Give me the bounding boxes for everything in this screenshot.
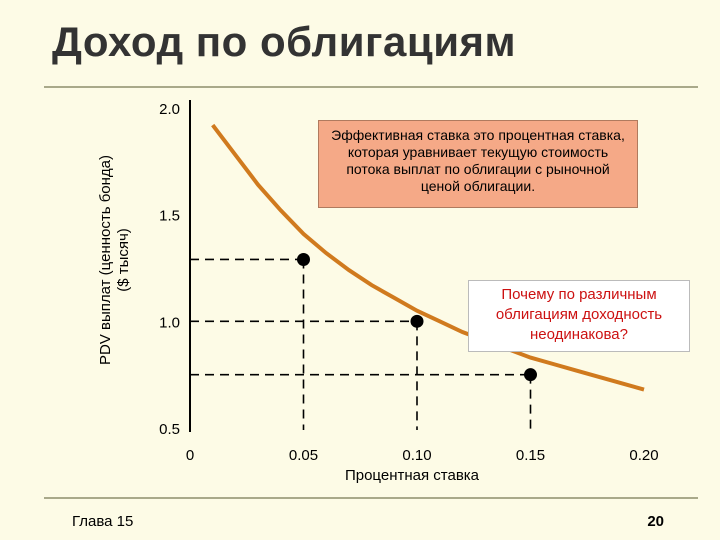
y-axis-label: PDV выплат (ценность бонда) ($ тысяч) <box>97 155 132 365</box>
effective-rate-note: Эффективная ставка это процентная ставка… <box>318 120 638 208</box>
page-number: 20 <box>647 513 664 530</box>
x-tick-label: 0.10 <box>402 447 431 464</box>
x-tick-label: 0.15 <box>516 447 545 464</box>
chapter-label: Глава 15 <box>72 513 134 530</box>
y-tick-label: 2.0 <box>159 101 180 118</box>
data-point <box>410 314 424 328</box>
x-tick-label: 0.05 <box>289 447 318 464</box>
y-tick-label: 0.5 <box>159 421 180 438</box>
highlight-points <box>297 252 537 382</box>
y-axis-label-line1: PDV выплат (ценность бонда) <box>97 155 114 365</box>
yield-question-note: Почему по различным облигациям доходност… <box>468 280 690 352</box>
y-axis-label-line2: ($ тысяч) <box>115 228 132 292</box>
dashed-guides <box>190 258 532 430</box>
data-point <box>297 252 310 266</box>
footer-divider <box>44 497 698 499</box>
y-tick-labels: 2.0 1.5 1.0 0.5 <box>159 101 180 438</box>
y-tick-label: 1.0 <box>159 314 180 331</box>
slide-title: Доход по облигациям <box>52 18 517 65</box>
title-divider <box>44 86 698 88</box>
x-tick-labels: 0 0.05 0.10 0.15 0.20 <box>186 447 659 464</box>
x-tick-label: 0.20 <box>629 447 658 464</box>
x-tick-label: 0 <box>186 447 194 464</box>
pdv-curve <box>211 123 645 392</box>
y-tick-label: 1.5 <box>159 208 180 225</box>
x-axis-label: Процентная ставка <box>345 467 480 484</box>
data-point <box>524 368 537 382</box>
